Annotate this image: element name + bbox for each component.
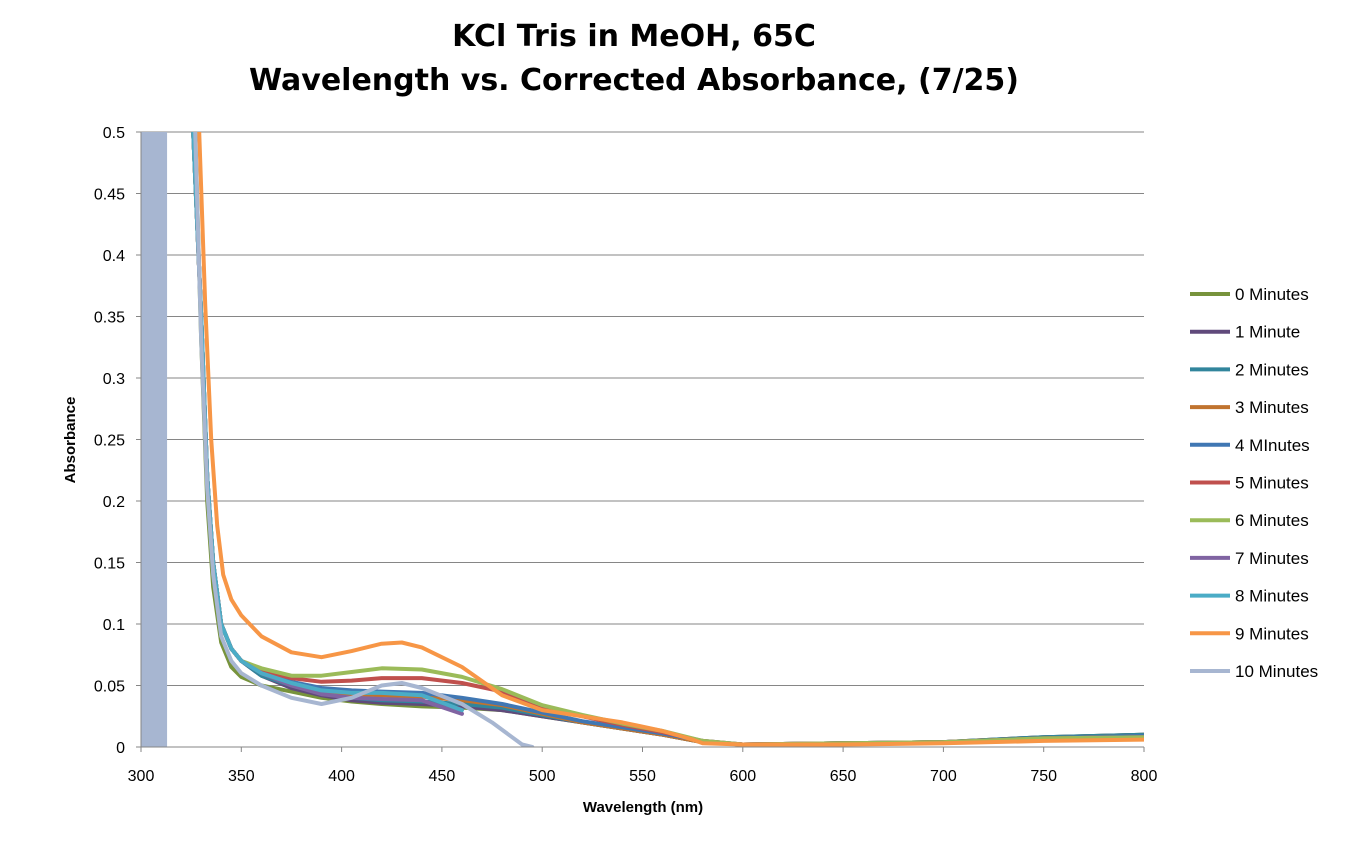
series-line-7	[191, 132, 464, 716]
legend-item: 0 Minutes	[1190, 285, 1309, 304]
legend-item: 7 Minutes	[1190, 549, 1309, 568]
legend: 0 Minutes 1 Minute 2 Minutes 3 Minutes 4 MIn…	[1190, 285, 1318, 681]
grid-lines	[141, 131, 1144, 686]
legend-label: 8 Minutes	[1235, 587, 1309, 606]
x-tick-label: 750	[1030, 768, 1057, 785]
legend-item: 6 Minutes	[1190, 511, 1309, 530]
chart-title-line1: KCl Tris in MeOH, 65C	[452, 19, 816, 54]
x-tick-label: 800	[1131, 768, 1158, 785]
x-axis-label: Wavelength (nm)	[583, 799, 703, 816]
y-axis-label: Absorbance	[62, 397, 79, 484]
x-tick-label: 650	[830, 768, 857, 785]
x-tick-label: 600	[729, 768, 756, 785]
x-tick-label: 700	[930, 768, 957, 785]
y-tick-label: 0.45	[94, 187, 125, 204]
y-tick-label: 0	[116, 740, 125, 757]
y-tick-labels: 0 0.05 0.1 0.15 0.2 0.25 0.3 0.35 0.4 0.45 0.5	[94, 125, 141, 757]
legend-label: 0 Minutes	[1235, 285, 1309, 304]
x-tick-label: 400	[328, 768, 355, 785]
y-tick-label: 0.05	[94, 679, 125, 696]
legend-item: 8 Minutes	[1190, 587, 1309, 606]
y-tick-label: 0.2	[103, 494, 125, 511]
legend-label: 6 Minutes	[1235, 511, 1309, 530]
legend-label: 9 Minutes	[1235, 624, 1309, 643]
legend-item: 2 Minutes	[1190, 360, 1309, 379]
chart-title-line2: Wavelength vs. Corrected Absorbance, (7/…	[249, 63, 1019, 98]
data-series	[191, 132, 1144, 747]
x-tick-label: 500	[529, 768, 556, 785]
series-line-8	[191, 132, 464, 713]
x-tick-label: 450	[429, 768, 456, 785]
shaded-region	[141, 132, 168, 747]
legend-label: 4 MInutes	[1235, 436, 1310, 455]
legend-item: 5 Minutes	[1190, 474, 1309, 493]
x-tick-label: 300	[128, 768, 155, 785]
y-tick-label: 0.3	[103, 371, 125, 388]
legend-label: 2 Minutes	[1235, 360, 1309, 379]
legend-label: 5 Minutes	[1235, 474, 1309, 493]
x-tick-label: 350	[228, 768, 255, 785]
shaded-band	[141, 132, 168, 747]
legend-item: 9 Minutes	[1190, 624, 1309, 643]
y-tick-label: 0.1	[103, 617, 125, 634]
legend-item: 1 Minute	[1190, 323, 1300, 342]
x-tick-label: 550	[629, 768, 656, 785]
legend-item: 10 Minutes	[1190, 662, 1318, 681]
series-line-9	[197, 132, 1144, 747]
y-tick-label: 0.25	[94, 433, 125, 450]
legend-label: 10 Minutes	[1235, 662, 1318, 681]
series-line-10	[193, 132, 535, 747]
y-tick-label: 0.15	[94, 556, 125, 573]
legend-label: 3 Minutes	[1235, 398, 1309, 417]
x-tick-labels: 300 350 400 450 500 550 600 650 700 750 800	[128, 747, 1158, 785]
y-tick-label: 0.35	[94, 310, 125, 327]
legend-item: 3 Minutes	[1190, 398, 1309, 417]
y-tick-label: 0.4	[103, 248, 125, 265]
y-tick-label: 0.5	[103, 125, 125, 142]
legend-label: 1 Minute	[1235, 323, 1300, 342]
legend-label: 7 Minutes	[1235, 549, 1309, 568]
legend-item: 4 MInutes	[1190, 436, 1310, 455]
